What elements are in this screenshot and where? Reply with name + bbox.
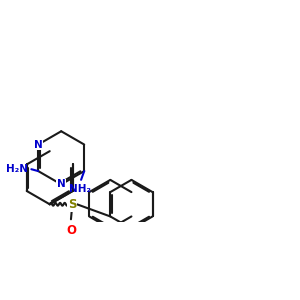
- Text: N: N: [34, 140, 43, 149]
- Text: NH₂: NH₂: [68, 184, 91, 194]
- Text: N: N: [57, 179, 66, 189]
- Text: H₂N: H₂N: [6, 164, 28, 174]
- Text: O: O: [66, 224, 76, 237]
- Text: S: S: [68, 198, 76, 211]
